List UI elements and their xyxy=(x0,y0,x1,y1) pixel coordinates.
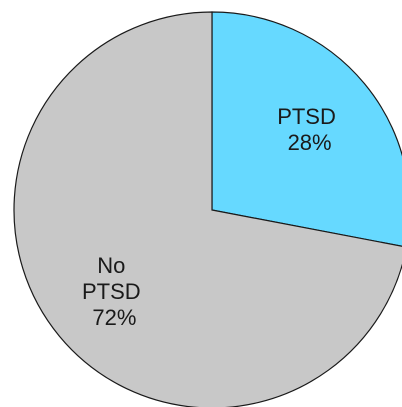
pie-labels: PTSD 28% No PTSD 72% xyxy=(82,104,342,330)
pie-slice-no-ptsd xyxy=(13,11,402,407)
slice-label-no-ptsd: No PTSD 72% xyxy=(82,253,147,330)
slice-label-no-ptsd-line-2: PTSD xyxy=(82,279,141,304)
pie-slices xyxy=(13,11,402,407)
slice-label-no-ptsd-line-1: No xyxy=(97,253,125,278)
pie-slice-ptsd xyxy=(211,11,402,247)
slice-label-ptsd: PTSD 28% xyxy=(277,104,342,155)
slice-label-no-ptsd-line-3: 72% xyxy=(92,305,136,330)
slice-label-ptsd-line-2: 28% xyxy=(288,130,332,155)
slice-label-ptsd-line-1: PTSD xyxy=(277,104,336,129)
